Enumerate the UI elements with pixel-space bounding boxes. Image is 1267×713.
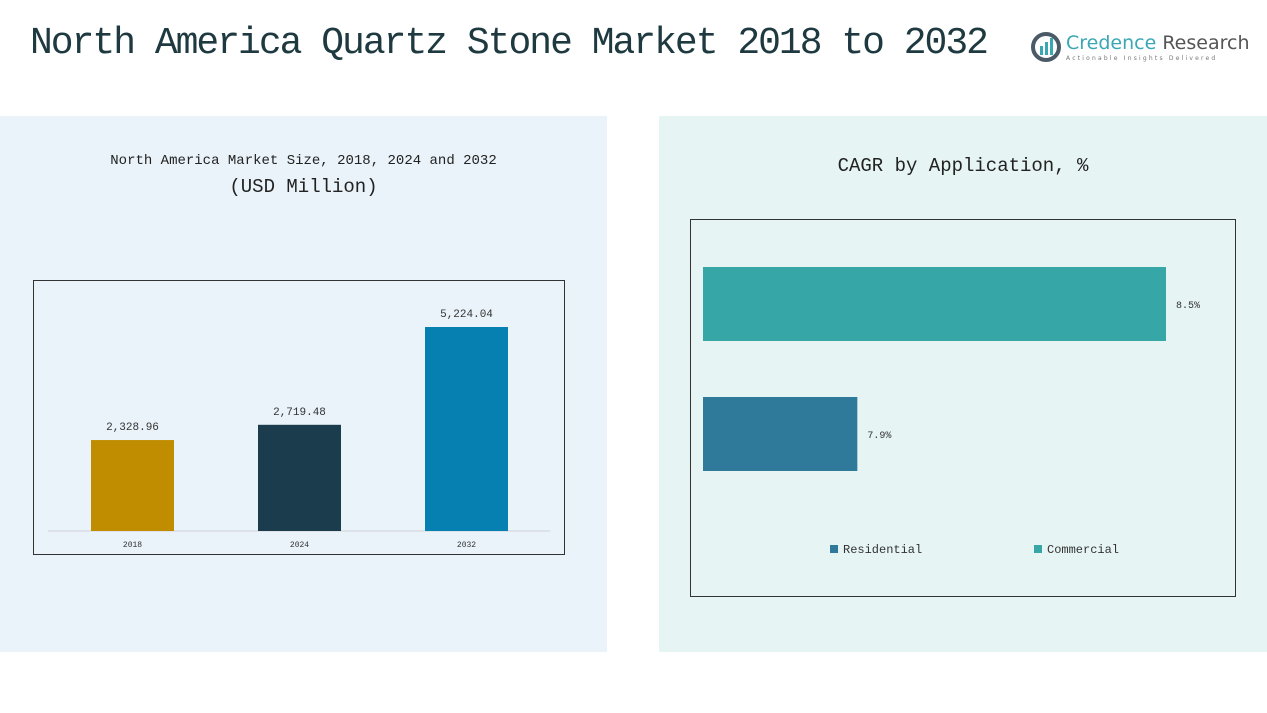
legend-label-commercial: Commercial xyxy=(1047,543,1119,557)
bar-commercial xyxy=(703,267,1166,341)
market-size-chart-frame xyxy=(33,280,565,555)
data-label-2018: 2,328.96 xyxy=(106,422,159,434)
cagr-chart-frame xyxy=(690,219,1236,597)
market-size-subtitle: (USD Million) xyxy=(229,176,378,198)
logo-icon xyxy=(1031,32,1061,62)
legend-swatch-commercial xyxy=(1034,545,1042,553)
legend-swatch-residential xyxy=(830,545,838,553)
cagr-panel xyxy=(659,116,1267,652)
bar-2018 xyxy=(91,440,174,531)
bar-residential xyxy=(703,397,858,471)
bar-2032 xyxy=(425,327,508,531)
data-label-residential: 7.9% xyxy=(867,431,891,442)
tick-label-2032: 2032 xyxy=(457,541,476,550)
data-label-commercial: 8.5% xyxy=(1176,301,1200,312)
bar-2024 xyxy=(258,424,341,531)
page-title: North America Quartz Stone Market 2018 t… xyxy=(30,22,989,65)
logo-name-2: Research xyxy=(1162,32,1250,54)
cagr-title: CAGR by Application, % xyxy=(837,155,1089,177)
market-size-title: North America Market Size, 2018, 2024 an… xyxy=(110,153,497,169)
credence-research-logo: Credence Research Actionable Insights De… xyxy=(1030,30,1249,66)
tick-label-2018: 2018 xyxy=(123,541,142,550)
tick-label-2024: 2024 xyxy=(290,541,309,550)
data-label-2032: 5,224.04 xyxy=(440,309,493,321)
logo-tagline: Actionable Insights Delivered xyxy=(1066,55,1218,62)
data-label-2024: 2,719.48 xyxy=(273,407,326,419)
legend-label-residential: Residential xyxy=(843,543,922,557)
logo-name-1: Credence xyxy=(1066,32,1157,54)
